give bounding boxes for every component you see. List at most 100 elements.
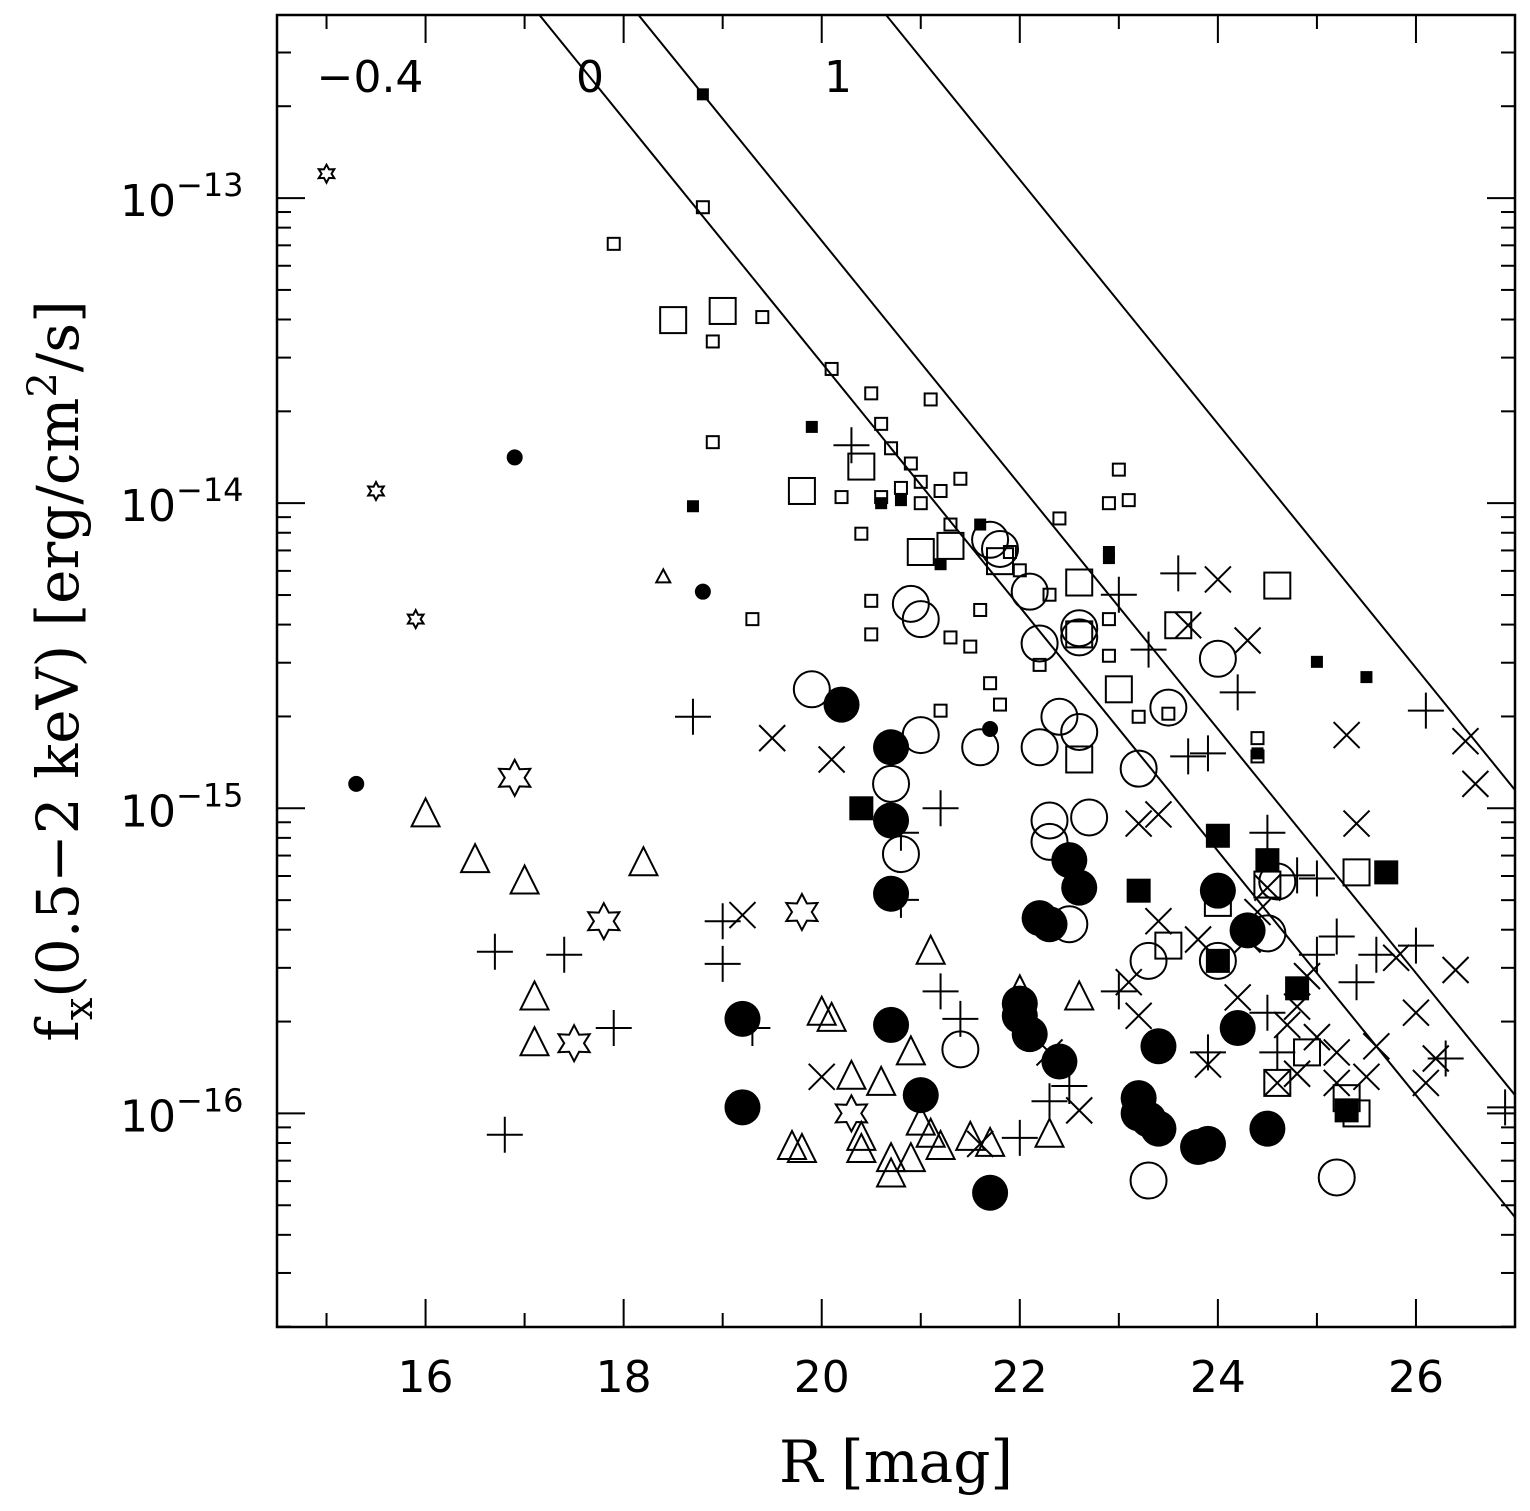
plot-frame xyxy=(275,13,1517,1329)
plus-sign-point xyxy=(1160,555,1197,592)
plus-sign-point xyxy=(882,881,919,918)
plus-sign-point xyxy=(704,945,741,982)
y-tick-label: 10−14 xyxy=(120,471,244,532)
large-open-triangle-point xyxy=(518,1025,551,1057)
y-axis-title-sub: x xyxy=(56,997,102,1020)
cross-mark-point xyxy=(1451,727,1480,755)
small-open-square-point xyxy=(963,639,978,654)
large-open-triangle-point xyxy=(1033,1116,1066,1148)
plus-sign-point xyxy=(1318,918,1355,955)
small-filled-circle-point xyxy=(982,720,999,737)
x-tick-label: 26 xyxy=(1388,1352,1444,1403)
large-open-circle-point xyxy=(961,728,1000,767)
reference-line xyxy=(637,15,1515,1097)
small-filled-square-point xyxy=(696,88,709,101)
small-open-square-point xyxy=(1250,731,1265,746)
large-open-triangle-point xyxy=(835,1058,868,1090)
large-open-square-point xyxy=(847,452,876,481)
small-open-star-point xyxy=(316,162,337,185)
large-open-triangle-point xyxy=(459,841,491,874)
y-tick-label: 10−13 xyxy=(120,166,244,227)
large-open-triangle-point xyxy=(865,1064,897,1096)
cross-mark-point xyxy=(1124,809,1153,838)
large-filled-circle-point xyxy=(1229,912,1266,949)
small-open-square-point xyxy=(864,627,879,642)
large-filled-circle-point xyxy=(873,1006,910,1043)
small-open-square-point xyxy=(1111,462,1126,477)
large-filled-square-point xyxy=(1126,878,1151,903)
plus-sign-point xyxy=(1189,735,1226,772)
plus-sign-point xyxy=(1051,1067,1088,1104)
cross-mark-point xyxy=(1273,1011,1301,1039)
y-axis-title-main: f xyxy=(24,1017,92,1042)
small-filled-square-point xyxy=(805,420,818,433)
cross-mark-point xyxy=(1323,1038,1351,1067)
large-open-triangle-point xyxy=(905,1104,937,1136)
large-open-square-point xyxy=(1263,571,1292,600)
large-open-square-point xyxy=(1154,931,1183,960)
large-open-circle-point xyxy=(1020,728,1059,767)
small-open-square-point xyxy=(1121,493,1136,508)
small-open-square-point xyxy=(834,490,849,505)
plus-sign-point xyxy=(1001,1119,1038,1156)
small-open-square-point xyxy=(1131,709,1146,724)
small-open-square-point xyxy=(1032,657,1047,672)
small-open-square-point xyxy=(933,483,948,498)
reference-line-label: 1 xyxy=(824,52,852,103)
large-open-circle-point xyxy=(1198,639,1237,678)
cross-mark-point xyxy=(1115,968,1143,996)
plus-sign-point xyxy=(1249,814,1286,851)
cross-mark-point xyxy=(817,745,846,774)
reference-line-labels: −0.4 0 1 xyxy=(317,52,852,103)
small-open-square-point xyxy=(1161,706,1176,721)
y-tick-label: 10−15 xyxy=(120,776,244,837)
y-axis-title-end: /s] xyxy=(24,300,92,372)
large-open-circle-point xyxy=(1060,713,1099,752)
large-open-square-point xyxy=(1104,675,1133,704)
large-open-circle-point xyxy=(1258,862,1297,901)
small-filled-circle-point xyxy=(506,449,523,466)
large-open-triangle-point xyxy=(508,863,541,895)
cross-mark-point xyxy=(1035,1038,1064,1067)
large-filled-circle-point xyxy=(1249,1110,1286,1147)
plus-sign-point xyxy=(1358,936,1395,973)
plus-sign-point xyxy=(1298,860,1335,897)
small-open-square-point xyxy=(1042,587,1057,602)
large-open-star-point xyxy=(586,901,622,942)
large-open-square-point xyxy=(1253,870,1282,899)
small-open-square-point xyxy=(913,496,928,511)
large-open-triangle-point xyxy=(518,979,551,1011)
small-open-square-point xyxy=(983,676,998,691)
small-filled-square-point xyxy=(894,494,907,507)
large-open-circle-point xyxy=(1060,618,1099,657)
plus-sign-point xyxy=(1219,674,1256,711)
large-open-square-point xyxy=(1065,745,1094,774)
reference-line xyxy=(884,15,1515,792)
large-open-triangle-point xyxy=(924,1128,957,1160)
cross-mark-point xyxy=(1362,1032,1391,1060)
large-open-square-point xyxy=(1164,611,1193,640)
small-filled-circle-point xyxy=(694,583,711,600)
cross-mark-point xyxy=(1144,800,1173,829)
large-open-circle-point xyxy=(1040,697,1079,736)
cross-mark-point xyxy=(966,1130,994,1158)
large-open-square-point xyxy=(906,538,935,567)
large-open-triangle-point xyxy=(1004,973,1036,1005)
small-open-square-point xyxy=(1101,612,1116,627)
small-open-star-point xyxy=(406,607,426,631)
large-open-square-point xyxy=(1293,1038,1322,1067)
x-tick-label: 16 xyxy=(398,1352,454,1403)
plus-sign-point xyxy=(486,1116,523,1153)
plus-sign-point xyxy=(1100,576,1137,613)
large-open-circle-point xyxy=(980,529,1019,568)
plus-sign-point xyxy=(882,814,919,851)
y-axis-title-sup: 2 xyxy=(20,372,66,397)
small-open-square-point xyxy=(992,697,1007,712)
plus-sign-point xyxy=(595,1009,632,1046)
small-open-square-point xyxy=(1052,511,1067,526)
large-open-triangle-point xyxy=(875,1156,907,1188)
large-open-triangle-point xyxy=(895,1034,927,1066)
large-filled-circle-point xyxy=(1219,1009,1256,1046)
large-filled-square-point xyxy=(1334,1098,1359,1123)
large-open-circle-point xyxy=(1060,609,1099,648)
